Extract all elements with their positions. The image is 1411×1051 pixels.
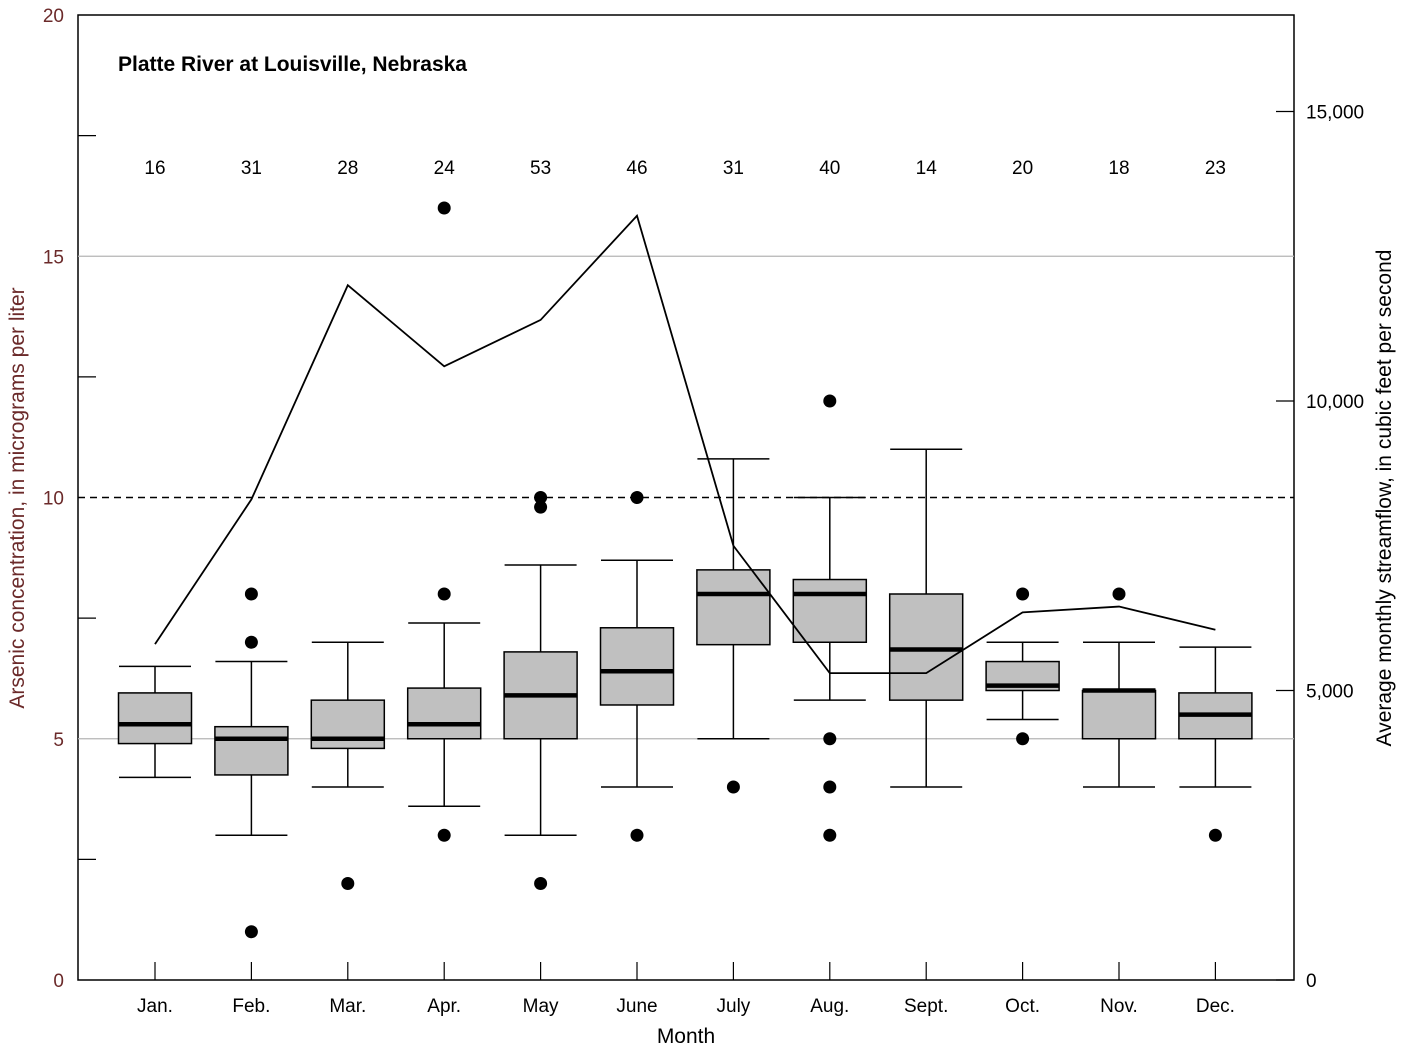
x-axis: Jan. Feb. Mar. Apr. May June July Aug. Sept. Oct.… <box>137 962 1235 1017</box>
sample-count-2: 28 <box>337 158 358 179</box>
outlier-point <box>726 780 740 794</box>
right-tick-label-2: 10,000 <box>1306 392 1364 413</box>
right-axis: 0 5,000 10,000 15,000 <box>1276 103 1364 992</box>
x-tick-label-1: Feb. <box>232 996 270 1017</box>
outlier-point <box>1016 732 1030 746</box>
sample-count-3: 24 <box>434 158 456 179</box>
outlier-point <box>341 877 355 890</box>
boxplot-9 <box>985 587 1060 746</box>
left-tick-label-4: 20 <box>43 6 64 27</box>
outlier-point <box>823 828 837 842</box>
chart-title: Platte River at Louisville, Nebraska <box>118 53 467 76</box>
sample-count-8: 14 <box>916 158 938 179</box>
boxplot-0 <box>117 665 193 779</box>
outlier-point <box>1016 587 1030 601</box>
outlier-point <box>1208 828 1222 842</box>
x-tick-label-0: Jan. <box>137 996 173 1017</box>
boxplot-8 <box>888 448 964 788</box>
outlier-point <box>630 491 644 504</box>
right-tick-label-3: 15,000 <box>1306 103 1364 124</box>
right-tick-label-1: 5,000 <box>1306 682 1354 703</box>
left-tick-label-2: 10 <box>43 489 64 510</box>
boxplot-4 <box>503 491 578 890</box>
streamflow-line-group <box>154 213 1216 675</box>
boxplot-1 <box>214 587 289 939</box>
box-iqr <box>406 687 482 740</box>
sample-count-11: 23 <box>1205 158 1226 179</box>
outlier-point <box>437 587 451 601</box>
boxplots <box>117 201 1253 939</box>
outlier-point <box>823 394 837 408</box>
sample-count-5: 46 <box>626 158 647 179</box>
boxplot-5 <box>599 491 675 842</box>
sample-count-1: 31 <box>241 158 262 179</box>
left-tick-label-0: 0 <box>53 971 64 992</box>
x-tick-label-9: Oct. <box>1005 996 1040 1017</box>
outlier-point <box>534 500 548 514</box>
x-axis-label: Month <box>657 1025 715 1048</box>
sample-count-6: 31 <box>723 158 744 179</box>
boxplot-11 <box>1178 646 1253 842</box>
outlier-point <box>534 877 548 890</box>
box-iqr <box>599 627 675 706</box>
outlier-point <box>823 780 837 794</box>
outlier-point <box>437 201 451 215</box>
gridlines <box>78 255 1294 740</box>
x-tick-label-7: Aug. <box>810 996 849 1017</box>
box-iqr <box>214 725 289 776</box>
sample-count-7: 40 <box>819 158 840 179</box>
outlier-point <box>244 635 258 649</box>
streamflow-line <box>154 213 1216 675</box>
left-tick-label-3: 15 <box>43 247 64 268</box>
left-axis: 0 5 10 15 20 <box>43 6 96 992</box>
box-iqr <box>888 593 964 701</box>
sample-count-9: 20 <box>1012 158 1033 179</box>
x-tick-label-8: Sept. <box>904 996 948 1017</box>
x-tick-label-5: June <box>616 996 657 1017</box>
outlier-point <box>1112 587 1126 601</box>
right-tick-label-0: 0 <box>1306 971 1317 992</box>
sample-counts: 16 31 28 24 53 46 31 40 14 20 18 23 <box>144 158 1226 179</box>
x-tick-label-11: Dec. <box>1196 996 1235 1017</box>
box-iqr <box>310 699 386 750</box>
left-axis-label: Arsenic concentration, in micrograms per… <box>6 287 29 708</box>
outlier-point <box>244 587 258 601</box>
box-iqr <box>117 692 193 745</box>
boxplot-10 <box>1081 587 1157 788</box>
left-tick-label-1: 5 <box>53 730 64 751</box>
boxplot-2 <box>310 641 386 890</box>
box-iqr <box>1081 689 1157 740</box>
sample-count-0: 16 <box>144 158 165 179</box>
boxplot-3 <box>406 201 482 842</box>
x-tick-label-2: Mar. <box>329 996 366 1017</box>
outlier-point <box>534 491 548 504</box>
outlier-point <box>244 925 258 939</box>
box-iqr <box>696 569 771 646</box>
outlier-point <box>437 828 451 842</box>
sample-count-10: 18 <box>1108 158 1129 179</box>
box-iqr <box>792 578 868 644</box>
outlier-point <box>630 828 644 842</box>
right-axis-label: Average monthly streamflow, in cubic fee… <box>1373 250 1396 747</box>
x-tick-label-4: May <box>523 996 559 1017</box>
x-tick-label-6: July <box>717 996 751 1017</box>
boxplot-7 <box>792 394 868 842</box>
x-tick-label-3: Apr. <box>427 996 461 1017</box>
boxplot-6 <box>696 458 771 794</box>
sample-count-4: 53 <box>530 158 551 179</box>
outlier-point <box>823 732 837 746</box>
x-tick-label-10: Nov. <box>1100 996 1138 1017</box>
